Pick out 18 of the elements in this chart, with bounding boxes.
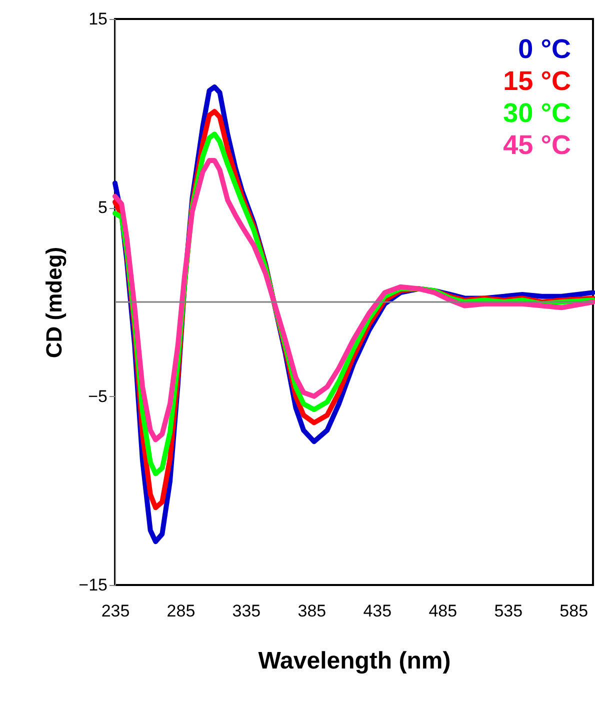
x-tick-label: 535	[494, 602, 523, 620]
text: 15 °C	[503, 66, 571, 96]
text: 45 °C	[503, 130, 571, 160]
text: 0 °C	[518, 34, 571, 64]
y-tick-label: 15	[88, 10, 108, 28]
x-tick-label: 335	[232, 602, 261, 620]
y-tick-label: −5	[88, 386, 108, 406]
x-tick-label: 385	[298, 602, 326, 620]
x-tick-label: 585	[560, 602, 588, 620]
x-tick-label: 435	[363, 602, 392, 620]
y-tick-label: −15	[78, 576, 108, 594]
x-tick-label: 485	[428, 602, 458, 620]
y-axis-title: CD (mdeg)	[42, 246, 67, 358]
x-axis-title: Wavelength (nm)	[258, 648, 451, 674]
x-tick-label: 235	[101, 602, 130, 620]
text: 30 °C	[503, 98, 571, 128]
y-tick-label: 5	[98, 198, 108, 218]
x-tick-label: 285	[166, 602, 196, 620]
